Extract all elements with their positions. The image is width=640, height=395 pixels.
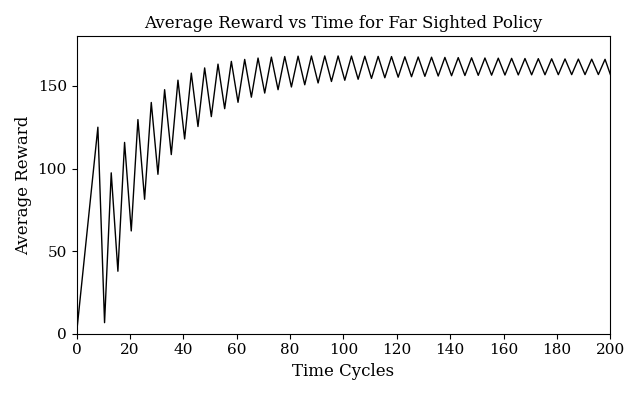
X-axis label: Time Cycles: Time Cycles [292, 363, 394, 380]
Y-axis label: Average Reward: Average Reward [15, 115, 32, 255]
Title: Average Reward vs Time for Far Sighted Policy: Average Reward vs Time for Far Sighted P… [145, 15, 543, 32]
